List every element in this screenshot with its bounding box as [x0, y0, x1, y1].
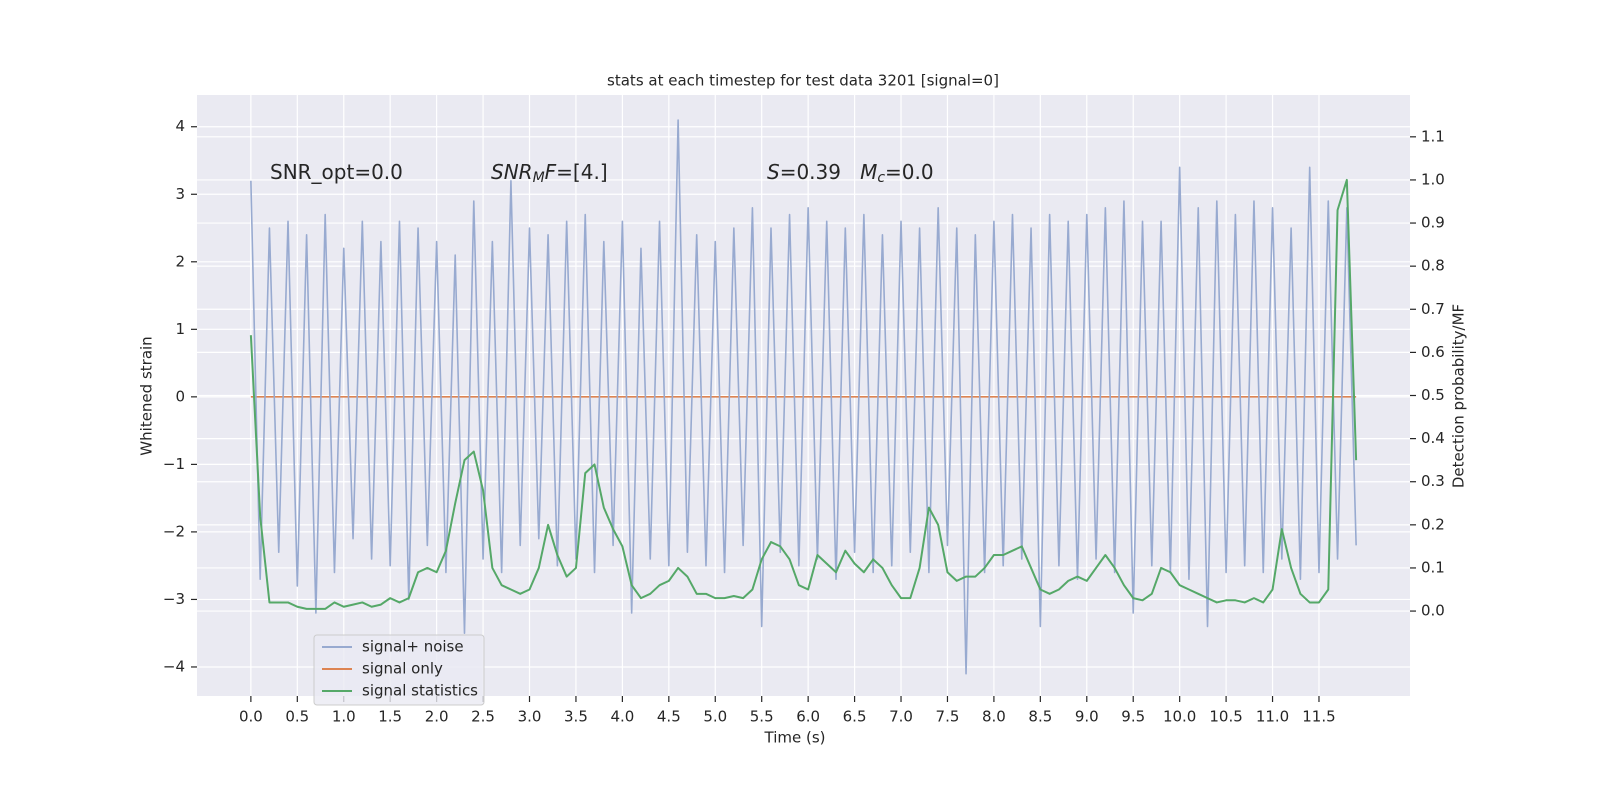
y-tick-label: 2 [175, 252, 185, 270]
annotation-part: =[4.] [556, 160, 607, 184]
annotation: SNRMF=[4.] [491, 160, 608, 187]
legend-label: signal statistics [362, 682, 478, 700]
annotation-part: F [545, 160, 557, 184]
y2-tick-label: 0.8 [1421, 257, 1445, 275]
x-tick-label: 2.5 [471, 708, 495, 726]
y2-tick-label: 0.9 [1421, 214, 1445, 232]
x-tick-label: 4.5 [657, 708, 681, 726]
y2-tick-label: 0.5 [1421, 386, 1445, 404]
x-tick-label: 3.0 [518, 708, 542, 726]
marks [249, 119, 1358, 675]
x-tick-label: 0.5 [285, 708, 309, 726]
x-tick-label: 0.0 [239, 708, 263, 726]
chart-title: stats at each timestep for test data 320… [607, 72, 999, 90]
y-tick-label: 0 [175, 387, 185, 405]
y-tick-label: 4 [175, 117, 185, 135]
x-tick-label: 8.0 [982, 708, 1006, 726]
y2-tick-label: 0.6 [1421, 343, 1445, 361]
x-tick-label: 5.5 [750, 708, 774, 726]
x-axis-label: Time (s) [764, 729, 826, 747]
legend: signal+ noise signal only signal statistic… [313, 634, 485, 706]
annotation-part: =0.39 [780, 160, 860, 184]
annotation-part: =0.0 [885, 160, 934, 184]
legend-label: signal only [362, 660, 443, 678]
y2-tick-label: 0.3 [1421, 472, 1445, 490]
y-tick-label: −3 [163, 590, 185, 608]
series-line [249, 178, 1358, 610]
y2-tick-label: 0.0 [1421, 602, 1445, 620]
x-tick-label: 6.5 [843, 708, 867, 726]
y2-tick-label: 0.1 [1421, 558, 1445, 576]
annotation-part: SNR_opt=0.0 [270, 160, 403, 184]
y2-tick-label: 1.0 [1421, 170, 1445, 188]
y-tick-label: −1 [163, 455, 185, 473]
legend-box [313, 634, 485, 706]
y2-tick-label: 1.1 [1421, 127, 1445, 145]
y-axis-label: Whitened strain [138, 336, 156, 455]
y2-axis-label: Detection probability/MF [1450, 304, 1468, 488]
y-tick-label: −4 [163, 657, 185, 675]
x-tick-label: 9.5 [1121, 708, 1145, 726]
annotation-part: S [767, 160, 780, 184]
x-tick-label: 6.0 [796, 708, 820, 726]
y-tick-label: 3 [175, 185, 185, 203]
annotation: SNR_opt=0.0 [270, 160, 403, 184]
x-tick-label: 7.0 [889, 708, 913, 726]
x-tick-label: 11.0 [1256, 708, 1289, 726]
x-tick-label: 9.0 [1075, 708, 1099, 726]
y-tick-label: 1 [175, 320, 185, 338]
x-tick-label: 3.5 [564, 708, 588, 726]
y-tick-label: −2 [163, 522, 185, 540]
annotation-part: SNR [491, 160, 533, 184]
x-tick-label: 1.5 [378, 708, 402, 726]
x-tick-label: 10.5 [1209, 708, 1242, 726]
x-tick-label: 4.0 [610, 708, 634, 726]
annotation-part: M [860, 160, 877, 184]
annotation: S=0.39 Mc=0.0 [767, 160, 934, 187]
labels: 0.0 0.5 1.0 1.5 2.0 2.5 3.0 3.5 4.0 4.5 5.0 5.5 6.0 6… [163, 117, 1445, 725]
y2-tick-label: 0.7 [1421, 300, 1445, 318]
annotation-part: c [877, 170, 885, 186]
x-tick-label: 7.5 [936, 708, 960, 726]
series-line [250, 119, 1357, 675]
y2-tick-label: 0.2 [1421, 515, 1445, 533]
legend-label: signal+ noise [362, 638, 464, 656]
annotation-part: M [533, 170, 545, 186]
x-tick-label: 10.0 [1163, 708, 1196, 726]
x-tick-label: 11.5 [1302, 708, 1335, 726]
x-tick-label: 2.0 [425, 708, 449, 726]
x-tick-label: 8.5 [1028, 708, 1052, 726]
x-tick-label: 1.0 [332, 708, 356, 726]
x-tick-label: 5.0 [703, 708, 727, 726]
y2-tick-label: 0.4 [1421, 429, 1445, 447]
